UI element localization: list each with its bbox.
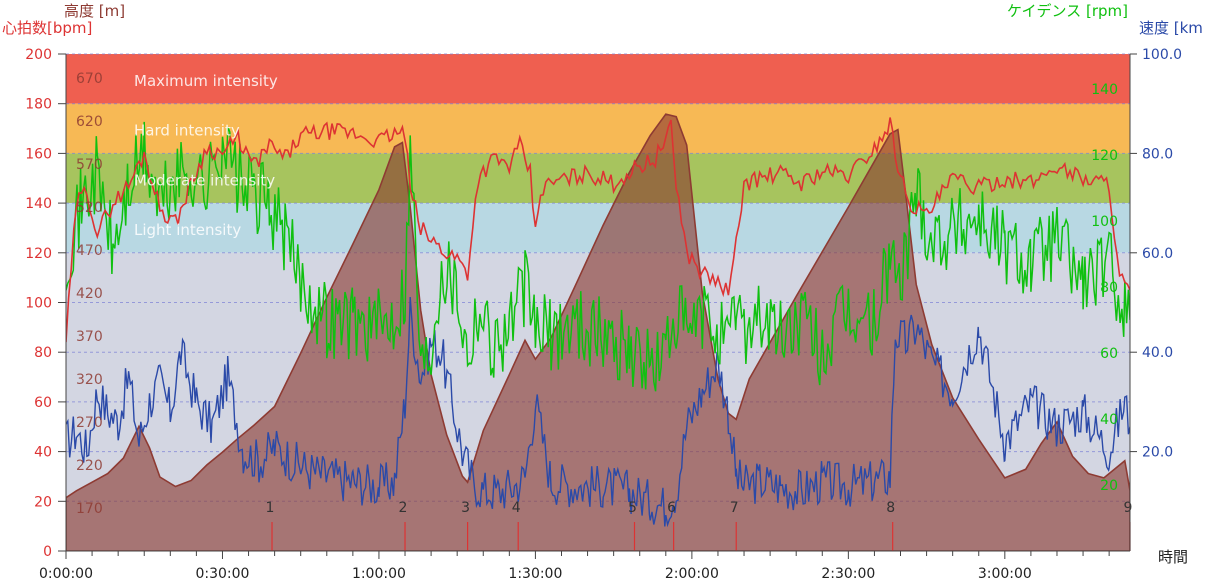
speed-tick-label: 60.0 bbox=[1142, 246, 1173, 262]
altitude-tick-label: 320 bbox=[76, 372, 103, 388]
altitude-tick-label: 270 bbox=[76, 415, 103, 431]
cadence-tick-label: 120 bbox=[1091, 148, 1118, 164]
plot-area bbox=[66, 113, 1130, 551]
heart-rate-line bbox=[66, 117, 1130, 343]
cadence-axis-title: ケイデンス [rpm] bbox=[1007, 2, 1128, 20]
lap-label: 5 bbox=[628, 500, 637, 516]
speed-tick-label: 20.0 bbox=[1142, 445, 1173, 461]
heart-rate-tick-label: 100 bbox=[25, 296, 52, 312]
speed-tick-label: 100.0 bbox=[1142, 47, 1182, 63]
heart-rate-tick-label: 80 bbox=[34, 345, 52, 361]
time-tick-label: 2:00:00 bbox=[665, 566, 719, 582]
heart-rate-tick-label: 40 bbox=[34, 445, 52, 461]
altitude-tick-label: 570 bbox=[76, 157, 103, 173]
time-axis-title: 時間 bbox=[1158, 548, 1188, 566]
speed-tick-label: 40.0 bbox=[1142, 345, 1173, 361]
speed-series bbox=[66, 296, 1130, 528]
lap-label: 2 bbox=[399, 500, 408, 516]
altitude-tick-label: 220 bbox=[76, 458, 103, 474]
altitude-tick-label: 520 bbox=[76, 200, 103, 216]
altitude-tick-label: 420 bbox=[76, 286, 103, 302]
zone-band bbox=[66, 103, 1130, 154]
speed-tick-label: 80.0 bbox=[1142, 146, 1173, 162]
heart-rate-tick-label: 0 bbox=[43, 544, 52, 560]
lap-label: 9 bbox=[1124, 500, 1133, 516]
altitude-tick-label: 370 bbox=[76, 329, 103, 345]
cadence-tick-label: 40 bbox=[1100, 412, 1118, 428]
zone-label: Light intensity bbox=[134, 221, 241, 239]
zone-label: Hard intensity bbox=[134, 122, 240, 140]
cadence-tick-label: 60 bbox=[1100, 346, 1118, 362]
heart-rate-tick-label: 60 bbox=[34, 395, 52, 411]
heart-rate-tick-label: 140 bbox=[25, 196, 52, 212]
cadence-tick-label: 20 bbox=[1100, 478, 1118, 494]
speed-line bbox=[66, 296, 1130, 528]
lap-label: 4 bbox=[512, 500, 521, 516]
cadence-tick-label: 80 bbox=[1100, 280, 1118, 296]
zone-labels: Maximum intensity Hard intensity Moderate … bbox=[134, 72, 278, 239]
lap-label: 7 bbox=[730, 500, 739, 516]
zone-band bbox=[66, 54, 1130, 104]
altitude-tick-label: 170 bbox=[76, 501, 103, 517]
zone-label: Moderate intensity bbox=[134, 171, 275, 189]
altitude-tick-label: 470 bbox=[76, 243, 103, 259]
heart-rate-tick-label: 180 bbox=[25, 97, 52, 113]
speed-axis-title: 速度 [km bbox=[1139, 19, 1203, 37]
cadence-line bbox=[66, 121, 1130, 392]
time-tick-label: 1:30:00 bbox=[508, 566, 562, 582]
zone-label: Maximum intensity bbox=[134, 72, 278, 90]
cadence-tick-label: 100 bbox=[1091, 214, 1118, 230]
altitude-tick-label: 670 bbox=[76, 71, 103, 87]
time-tick-label: 0:30:00 bbox=[195, 566, 249, 582]
heart-rate-tick-label: 120 bbox=[25, 246, 52, 262]
cadence-series bbox=[66, 121, 1130, 392]
heart-rate-tick-label: 160 bbox=[25, 146, 52, 162]
time-tick-label: 3:00:00 bbox=[978, 566, 1032, 582]
time-tick-label: 1:00:00 bbox=[352, 566, 406, 582]
heart-rate-series bbox=[66, 117, 1130, 343]
cadence-tick-label: 140 bbox=[1091, 82, 1118, 98]
time-tick-label: 0:00:00 bbox=[39, 566, 93, 582]
heart-rate-tick-label: 20 bbox=[34, 494, 52, 510]
lap-label: 6 bbox=[667, 500, 676, 516]
lap-label: 3 bbox=[461, 500, 470, 516]
tick-labels: 0204060801001201401601802001702202703203… bbox=[25, 47, 1182, 582]
heart-rate-tick-label: 200 bbox=[25, 47, 52, 63]
lap-label: 1 bbox=[266, 500, 275, 516]
altitude-tick-label: 620 bbox=[76, 114, 103, 130]
altitude-axis-title: 高度 [m] bbox=[64, 2, 125, 20]
heart-rate-axis-title: 心拍数[bpm] bbox=[2, 19, 92, 37]
time-tick-label: 2:30:00 bbox=[821, 566, 875, 582]
lap-label: 8 bbox=[886, 500, 895, 516]
